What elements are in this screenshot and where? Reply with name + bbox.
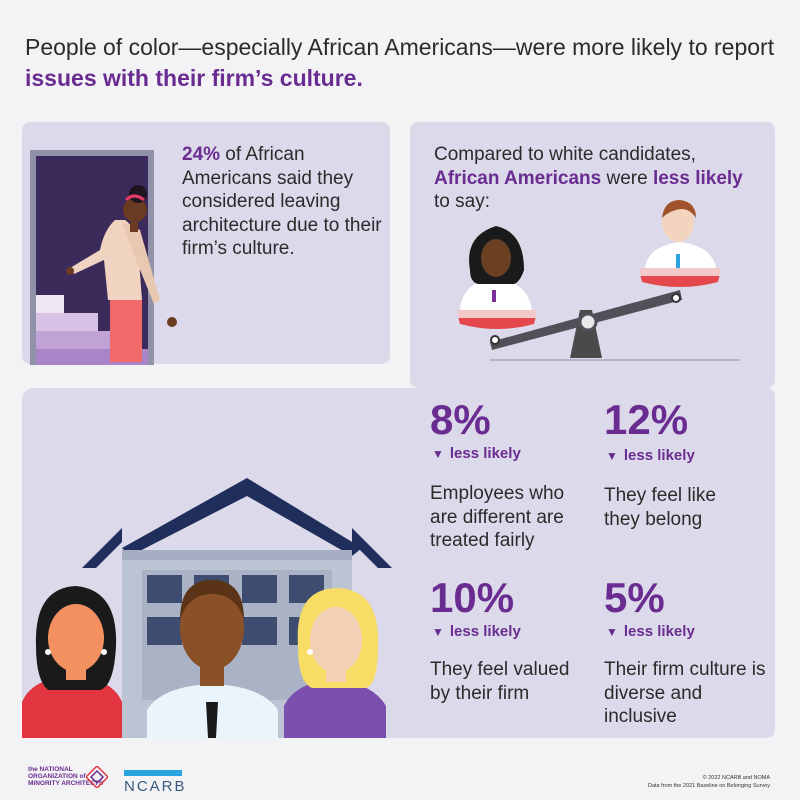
stat-3-less-label: less likely	[449, 623, 521, 640]
credits: © 2022 NCARB and NOMA Data from the 2021…	[648, 774, 770, 790]
stat-2-description: They feel like they belong	[604, 485, 716, 530]
stat-3-less: ▼ less likely	[432, 623, 521, 640]
stat-2-percent: 12%	[604, 396, 689, 443]
copyright-text: © 2022 NCARB and NOMA	[702, 775, 770, 781]
stat-2-less: ▼ less likely	[606, 447, 695, 464]
comparison-intro: Compared to white candidates, African Ame…	[434, 143, 754, 214]
left-stat-description: of African Americans said they considere…	[182, 144, 382, 259]
ncarb-logo-text: NCARB	[124, 778, 187, 795]
down-triangle-icon: ▼	[606, 449, 618, 463]
noma-logo-mark	[86, 766, 108, 788]
stat-1-percent: 8%	[430, 396, 491, 443]
stat-4-description: Their firm culture is diverse and inclus…	[604, 659, 766, 727]
source-text: Data from the 2021 Baseline on Belonging…	[648, 783, 770, 789]
woman-leaving-door-illustration	[30, 150, 177, 365]
balance-scale-illustration	[458, 200, 740, 361]
left-stat-text: 24% of African Americans said they consi…	[182, 143, 382, 261]
headline: People of color—especially African Ameri…	[25, 32, 785, 94]
down-triangle-icon: ▼	[606, 625, 618, 639]
comparison-less: less likely	[652, 167, 743, 189]
comparison-mid: were	[601, 167, 653, 189]
ncarb-logo: NCARB	[124, 770, 187, 795]
noma-logo: the NATIONAL ORGANIZATION of MINORITY AR…	[28, 766, 104, 787]
stat-1-less-label: less likely	[449, 445, 521, 462]
stat-3-percent: 10%	[430, 574, 515, 621]
comparison-end: to say:	[434, 191, 490, 212]
headline-text: People of color—especially African Ameri…	[25, 34, 775, 60]
headline-accent: issues with their firm’s culture.	[25, 65, 363, 91]
stat-2-less-label: less likely	[623, 447, 695, 464]
ncarb-logo-bar	[124, 770, 182, 776]
stat-4-less-label: less likely	[623, 623, 695, 640]
stat-1-less: ▼ less likely	[432, 445, 521, 462]
stat-4-less: ▼ less likely	[606, 623, 695, 640]
comparison-intro-line: Compared to white candidates,	[434, 144, 696, 165]
down-triangle-icon: ▼	[432, 625, 444, 639]
left-stat-percent: 24%	[182, 144, 221, 165]
stat-3-description: They feel valued by their firm	[430, 659, 570, 704]
down-triangle-icon: ▼	[432, 447, 444, 461]
comparison-group: African Americans	[434, 167, 602, 189]
building-with-people-illustration	[22, 478, 392, 738]
stat-1-description: Employees who are different are treated …	[430, 483, 565, 551]
stat-4-percent: 5%	[604, 574, 665, 621]
